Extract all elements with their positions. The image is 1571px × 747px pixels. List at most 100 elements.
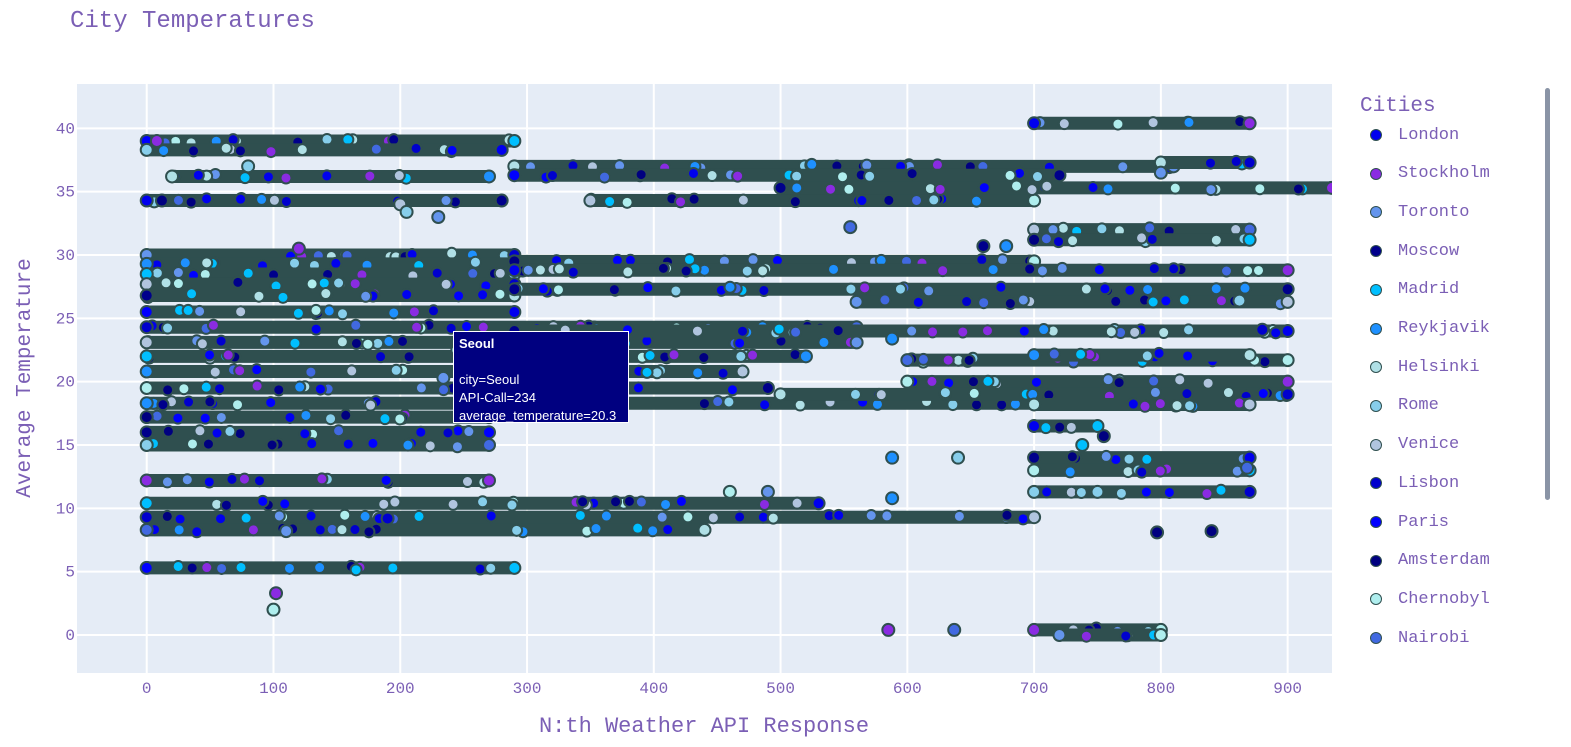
data-point (241, 266, 255, 280)
chart-title: City Temperatures (70, 8, 315, 35)
legend-item-amsterdam[interactable]: Amsterdam (1370, 549, 1490, 573)
data-point (832, 508, 846, 522)
data-point (607, 283, 621, 297)
data-point (827, 262, 841, 276)
legend-marker-icon (1370, 399, 1382, 412)
data-point (1153, 165, 1168, 180)
y-tick-label: 40 (56, 120, 75, 138)
data-point (773, 180, 788, 195)
data-point (298, 427, 312, 441)
data-point (734, 349, 748, 363)
data-point (1280, 294, 1295, 309)
legend-item-stockholm[interactable]: Stockholm (1370, 162, 1490, 186)
legend-item-lisbon[interactable]: Lisbon (1370, 471, 1459, 495)
data-point (234, 560, 248, 574)
data-point (1010, 179, 1024, 193)
legend-item-helsinki[interactable]: Helsinki (1370, 355, 1480, 379)
data-point (305, 277, 319, 291)
legend-item-madrid[interactable]: Madrid (1370, 278, 1459, 302)
data-point (476, 288, 490, 302)
data-point (1123, 283, 1137, 297)
data-point (669, 284, 683, 298)
data-point (1064, 420, 1078, 434)
data-point (566, 265, 580, 279)
data-point (139, 277, 154, 292)
legend-item-rome[interactable]: Rome (1370, 394, 1439, 418)
data-point (336, 307, 350, 321)
legend-label: Moscow (1398, 241, 1460, 261)
data-point (279, 171, 293, 185)
data-point (1170, 399, 1184, 413)
data-point (1027, 484, 1042, 499)
data-point (885, 450, 900, 465)
data-point (139, 496, 154, 511)
legend-marker-icon (1370, 167, 1382, 180)
data-point (494, 193, 509, 208)
data-point (178, 256, 192, 270)
data-point (1092, 263, 1106, 277)
data-point (208, 365, 222, 379)
data-point (598, 170, 612, 184)
data-point (686, 166, 700, 180)
data-point (1152, 346, 1166, 360)
data-point (507, 134, 522, 148)
y-tick-label: 15 (56, 437, 75, 455)
data-point (450, 440, 464, 454)
legend-item-chernobyl[interactable]: Chernobyl (1370, 587, 1490, 611)
data-point (1325, 180, 1332, 195)
data-point (798, 349, 813, 364)
data-point (309, 322, 323, 336)
data-point (460, 475, 474, 489)
data-point (233, 364, 247, 378)
data-point (423, 439, 437, 453)
data-point (631, 381, 645, 395)
data-point (916, 352, 930, 366)
data-point (1255, 322, 1270, 337)
data-point (878, 293, 892, 307)
data-point (733, 510, 747, 524)
data-point (1098, 282, 1112, 296)
data-point (507, 305, 522, 319)
data-point (468, 255, 482, 269)
x-tick-label: 500 (766, 680, 795, 698)
data-point (643, 349, 657, 363)
data-point (252, 474, 266, 488)
legend-scrollbar[interactable] (1545, 88, 1550, 500)
data-point (1182, 323, 1196, 337)
data-point (911, 295, 925, 309)
legend-item-moscow[interactable]: Moscow (1370, 239, 1459, 263)
legend-item-reykjavik[interactable]: Reykjavik (1370, 317, 1490, 341)
data-point (936, 264, 950, 278)
data-point (410, 320, 424, 334)
data-point (199, 380, 213, 394)
legend-item-london[interactable]: London (1370, 123, 1459, 147)
data-point (1029, 375, 1043, 389)
data-point (363, 169, 377, 183)
data-point (667, 348, 681, 362)
data-point (510, 523, 524, 537)
data-point (362, 525, 376, 539)
legend-item-paris[interactable]: Paris (1370, 510, 1449, 534)
data-point (1177, 293, 1191, 307)
data-point (1148, 385, 1162, 399)
data-point (656, 261, 670, 275)
legend-label: Nairobi (1398, 628, 1470, 648)
data-point (640, 365, 654, 379)
x-tick-label: 100 (259, 680, 288, 698)
data-point (874, 388, 888, 402)
data-point (233, 144, 247, 158)
data-point (382, 334, 396, 348)
data-point (256, 494, 270, 508)
legend-item-nairobi[interactable]: Nairobi (1370, 626, 1469, 650)
y-tick-label: 0 (65, 627, 75, 645)
legend-item-toronto[interactable]: Toronto (1370, 200, 1469, 224)
data-point (182, 395, 196, 409)
data-point (1220, 264, 1234, 278)
data-point (320, 169, 334, 183)
data-point (407, 305, 421, 319)
data-bands (139, 115, 1332, 643)
data-point (1040, 485, 1054, 499)
legend-item-venice[interactable]: Venice (1370, 433, 1459, 457)
data-point (237, 472, 251, 486)
